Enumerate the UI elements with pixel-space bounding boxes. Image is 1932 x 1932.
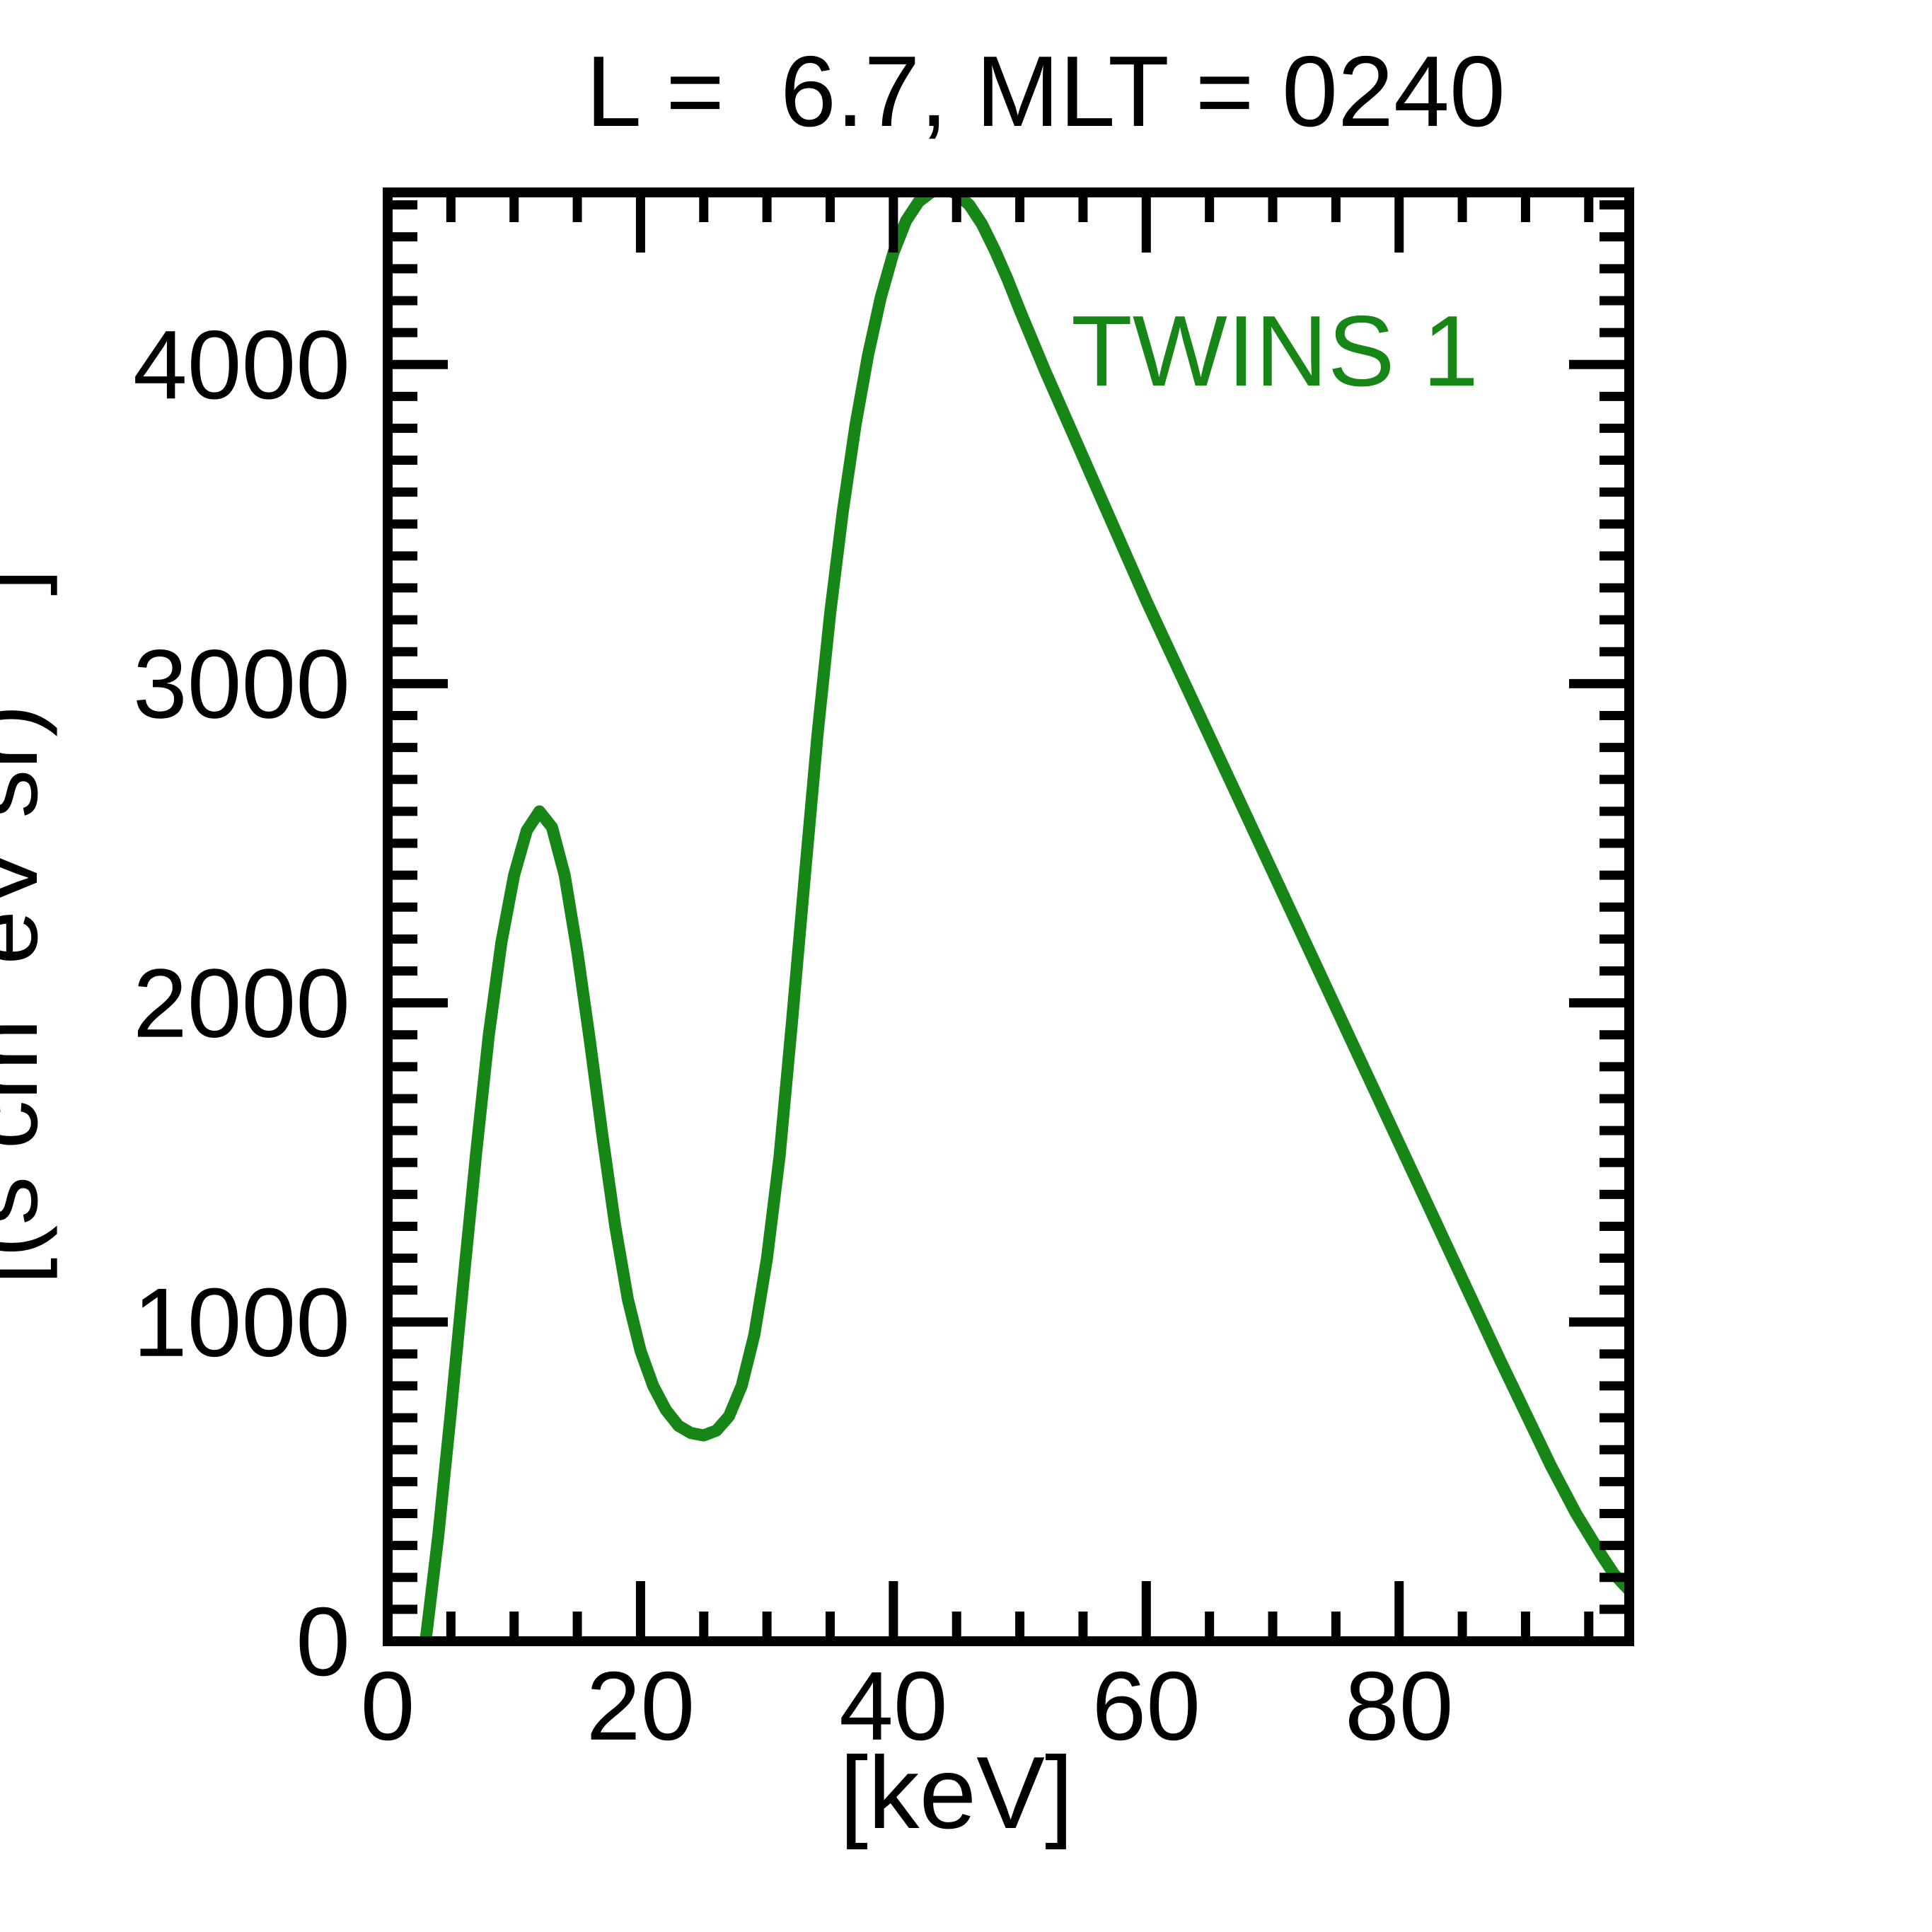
y-tick-label-3000: 3000 bbox=[133, 630, 350, 739]
curve-layer bbox=[420, 187, 1630, 1643]
legend-twins1-label: TWINS 1 bbox=[1071, 295, 1479, 407]
plot-title: L = 6.7, MLT = 0240 bbox=[586, 35, 1505, 148]
curve-twins-1 bbox=[420, 187, 1630, 1643]
y-tick-label-4000: 4000 bbox=[133, 311, 350, 420]
y-tick-label-1000: 1000 bbox=[133, 1268, 350, 1377]
x-tick-label-80: 80 bbox=[1345, 1652, 1454, 1761]
x-tick-label-20: 20 bbox=[586, 1652, 695, 1761]
y-tick-label-2000: 2000 bbox=[133, 949, 350, 1058]
x-axis-label: [keV] bbox=[840, 1735, 1073, 1850]
y-tick-label-0: 0 bbox=[296, 1587, 350, 1696]
y-axis-label: [(s cm eV sr) ] bbox=[0, 569, 58, 1285]
x-tick-label-40: 40 bbox=[839, 1652, 948, 1761]
tick-label-layer: 0 20 40 60 80 0 1000 2000 3000 4000 bbox=[133, 311, 1453, 1761]
x-tick-label-60: 60 bbox=[1092, 1652, 1201, 1761]
axes-box bbox=[383, 187, 1634, 1646]
x-tick-label-0: 0 bbox=[361, 1652, 415, 1761]
